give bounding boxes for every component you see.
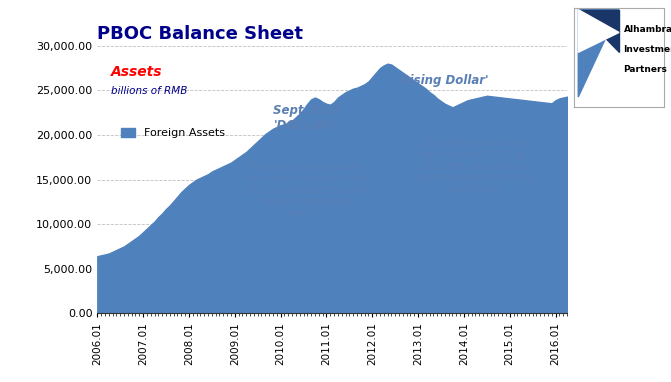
Text: Assets: Assets: [111, 65, 163, 79]
Text: Sept 2011
'DOLLAR'!: Sept 2011 'DOLLAR'!: [272, 104, 340, 132]
Text: Partners: Partners: [623, 65, 668, 74]
Text: Investment: Investment: [623, 45, 671, 54]
Polygon shape: [578, 10, 619, 97]
Polygon shape: [578, 10, 619, 52]
Text: Balance sheet growth
runs into trouble in late
2011 coincident to that
'dollar'/: Balance sheet growth runs into trouble i…: [245, 162, 368, 219]
Polygon shape: [578, 10, 619, 52]
Legend: Foreign Assets: Foreign Assets: [117, 124, 229, 142]
Text: ...and then again in the
early part of 2014; by
2015 the reduction is
unprecende: ...and then again in the early part of 2…: [413, 138, 533, 194]
Text: billions of RMB: billions of RMB: [111, 86, 188, 96]
Text: PBOC Balance Sheet: PBOC Balance Sheet: [97, 25, 303, 43]
Text: 'Rising Dollar': 'Rising Dollar': [397, 74, 488, 87]
Text: Alhambra: Alhambra: [623, 25, 671, 34]
